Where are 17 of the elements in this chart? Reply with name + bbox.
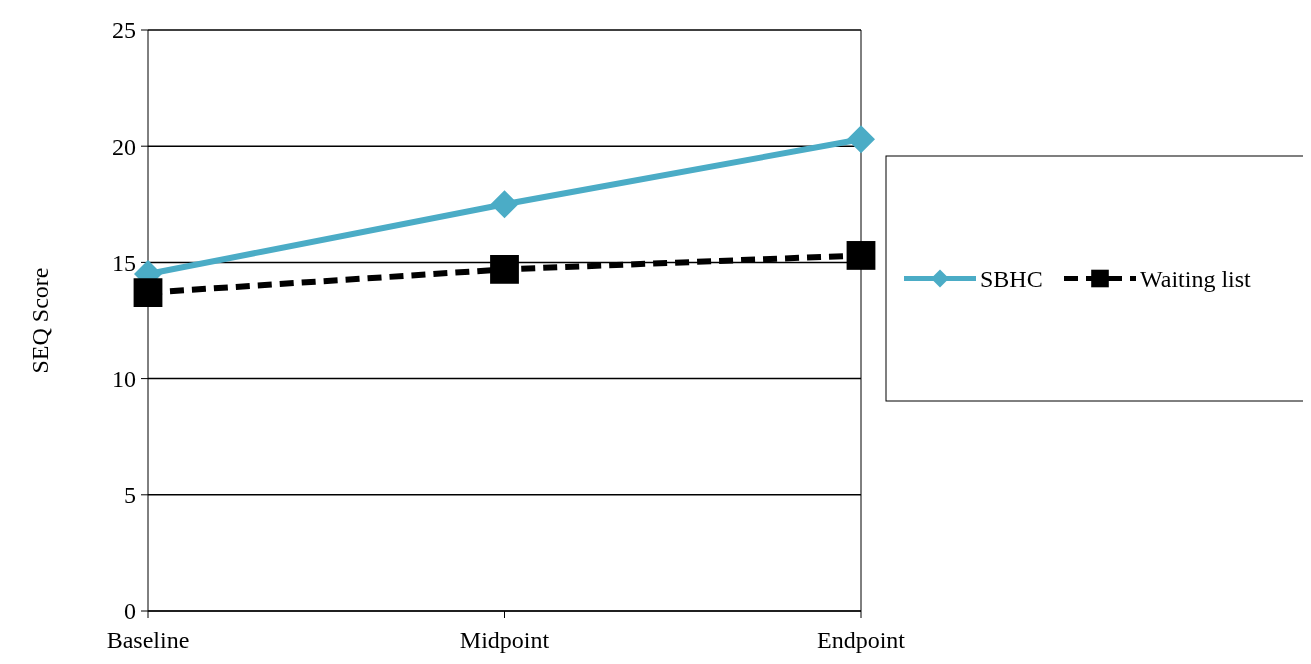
point bbox=[847, 125, 875, 154]
point bbox=[490, 190, 519, 219]
x-tick-label: Baseline bbox=[106, 627, 190, 653]
x-tick-label: Midpoint bbox=[459, 627, 550, 653]
y-tick-label: 25 bbox=[112, 17, 136, 44]
point bbox=[490, 254, 519, 284]
y-axis-title: SEQ Score bbox=[27, 267, 53, 374]
y-tick-label: 5 bbox=[124, 482, 136, 509]
legend-label: Waiting list bbox=[1140, 265, 1252, 292]
y-tick-label: 0 bbox=[124, 598, 136, 625]
legend-label: SBHC bbox=[980, 265, 1043, 292]
y-tick-label: 20 bbox=[112, 133, 136, 160]
y-tick-label: 10 bbox=[112, 366, 136, 392]
point bbox=[846, 241, 876, 270]
point bbox=[133, 278, 163, 308]
x-tick-label: Endpoint bbox=[817, 627, 906, 653]
y-tick-label: 15 bbox=[112, 249, 136, 276]
